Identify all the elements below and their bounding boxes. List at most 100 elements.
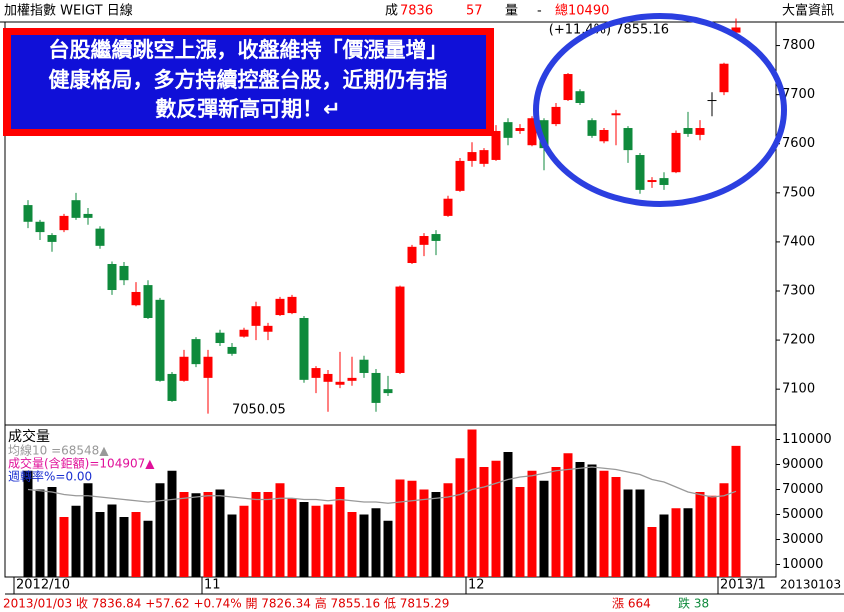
volume-bar [683,508,693,577]
candle-body [623,128,633,151]
candle-body [107,263,117,291]
candle-body [287,296,297,314]
volume-bar [59,517,69,577]
candle-body [527,118,537,146]
y-tick-label: 50000 [782,507,823,522]
volume-title: 成交量 [8,428,50,445]
volume-bar [503,452,513,577]
legend-entry: 均線10 =68548▲ [8,443,109,458]
footer-quote: 2013/01/03 收 7836.84 +57.62 +0.74% 開 782… [3,596,449,611]
volume-bar [491,460,501,577]
candle-body [143,285,153,318]
volume-bar [431,492,441,577]
header-title: 加權指數 WEIGT 日線 [4,3,133,19]
plot: 7100 7200 7300 7400 7500 7600 7700 7800 10000 300… [13,18,832,594]
annotation: (+11.4%) 7855.16 [549,23,669,38]
volume-bar [203,492,213,577]
candle-body [611,113,621,116]
candle-body [71,200,81,218]
candle-body [443,198,453,216]
volume-bar [179,492,189,577]
volume-bar [671,508,681,577]
y-tick-label: 10000 [782,557,823,572]
x-tick-label: 2012/10 [16,578,70,593]
volume-bar [107,504,117,577]
volume-bar [563,453,573,577]
candle-body [191,339,201,365]
candle-body [239,329,249,337]
candle-body [671,132,681,173]
candle-body [731,27,741,33]
volume-bar [191,493,201,577]
volume-bar [71,505,81,577]
candle-body [83,213,93,218]
y-tick-label: 90000 [782,457,823,472]
candle-body [311,368,321,378]
volume-bar [299,502,309,577]
volume-bar [551,467,561,577]
candle-body [599,129,609,142]
volume-bar [623,489,633,577]
volume-bar [611,477,621,577]
callout-line: 健康格局，多方持續控盤台股，近期仍有指 [49,68,448,92]
y-tick-label: 7400 [782,234,815,249]
header-field: 7836 [400,4,433,19]
footer-up: 漲 664 [612,597,651,611]
candle-body [371,372,381,403]
y-tick-label: 30000 [782,532,823,547]
callout: 台股繼續跳空上漲，收盤維持「價漲量增」 健康格局，多方持續控盤台股，近期仍有指 … [3,28,494,136]
candle-body [251,306,261,326]
volume-bar [647,527,657,577]
header-field: - [537,4,542,19]
legend-entry: 週轉率%=0.00 [8,469,92,484]
volume-bar [251,492,261,577]
header-source: 大富資訊 [782,3,834,19]
volume-bar [347,512,357,577]
candle-body [695,128,705,135]
volume-bar [239,505,249,577]
footer-date: 20130103 [780,578,841,592]
candle-body [119,265,129,281]
volume-bar [467,429,477,577]
candle-body [587,120,597,136]
callout-line: 台股繼續跳空上漲，收盤維持「價漲量增」 [49,38,448,62]
volume-bar [311,505,321,577]
volume-bar [323,504,333,577]
candle-body [719,63,729,93]
legend-entry: 成交量(含鉅額)=104907▲ [8,456,155,471]
candle-body [431,234,441,241]
candle-body [563,74,573,101]
volume-bar [359,514,369,577]
candle-body [551,106,561,125]
candle-body [707,100,717,102]
candle-body [359,359,369,373]
candle-body [203,356,213,378]
candle-body [503,122,513,138]
volume-bar [167,470,177,577]
volume-bar [695,492,705,577]
volume-bar [23,470,33,577]
candle-body [479,150,489,164]
volume-bar [83,483,93,577]
candle-body [227,346,237,354]
y-tick-label: 7200 [782,333,815,348]
volume-bar [599,470,609,577]
header-field: 總10490 [555,3,609,19]
candle-body [23,205,33,222]
candle-body [407,246,417,264]
candle-body [467,152,477,161]
volume-bar [155,483,165,577]
volume-bar [587,464,597,577]
volume-bar [575,462,585,577]
candle-body [455,160,465,191]
candle-body [215,332,225,344]
volume-bar [227,514,237,577]
candle-body [647,180,657,183]
volume-bar [707,495,717,577]
candle-body [347,377,357,381]
y-tick-label: 7500 [782,185,815,200]
y-tick-label: 110000 [782,432,832,447]
volume-bar [479,467,489,577]
